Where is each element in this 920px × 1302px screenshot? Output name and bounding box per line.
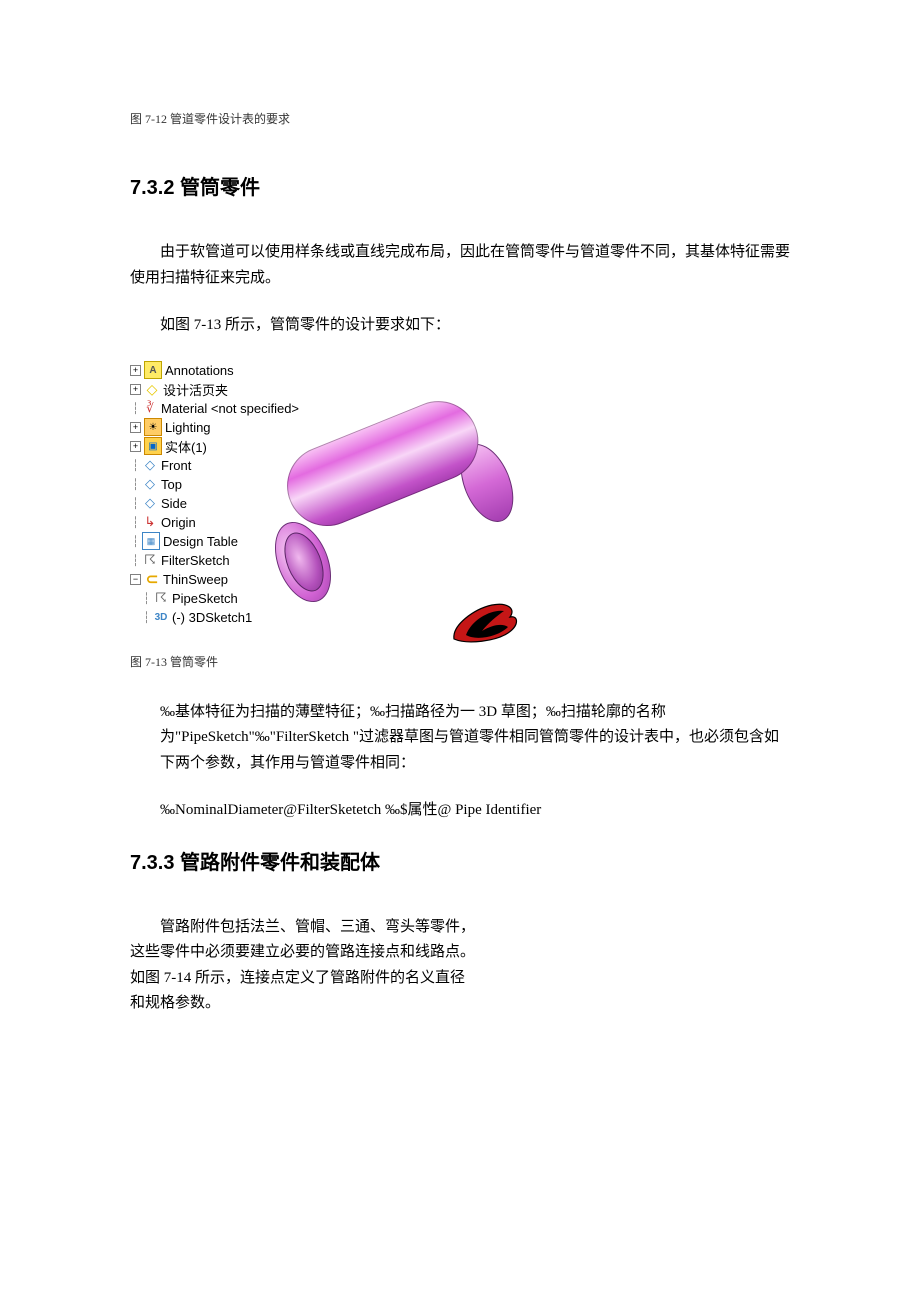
plane-icon: ◇ (142, 476, 158, 492)
paragraph-requirements: ‰基体特征为扫描的薄壁特征；‰扫描路径为一 3D 草图；‰扫描轮廓的名称为"Pi… (130, 700, 790, 777)
annotations-icon: A (144, 361, 162, 379)
paragraph-fittings: 管路附件包括法兰、管帽、三通、弯头等零件， 这些零件中必须要建立必要的管路连接点… (130, 915, 500, 1017)
tree-connector: ┆ (130, 402, 141, 415)
tree-label: FilterSketch (161, 553, 230, 568)
figure-7-13: + A Annotations + ◇ 设计活页夹 ┆ ∛ Material <… (130, 361, 480, 641)
watermark-logo (448, 595, 520, 645)
tree-label: Origin (161, 515, 196, 530)
expand-icon[interactable]: + (130, 422, 141, 433)
tree-connector (130, 592, 141, 604)
pipe-cylinder-body (275, 388, 490, 537)
paragraph-intro-1: 由于软管道可以使用样条线或直线完成布局，因此在管筒零件与管道零件不同，其基体特征… (130, 240, 790, 291)
expand-icon[interactable]: + (130, 365, 141, 376)
expand-icon[interactable]: + (130, 384, 141, 395)
tree-label: 设计活页夹 (163, 380, 228, 399)
tree-label: Side (161, 496, 187, 511)
collapse-icon[interactable]: − (130, 574, 141, 585)
material-icon: ∛ (142, 400, 158, 416)
figure-7-13-caption: 图 7-13 管筒零件 (130, 653, 790, 670)
tree-connector: ┆ (130, 478, 141, 491)
tree-label: PipeSketch (172, 591, 238, 606)
tree-label: Lighting (165, 420, 211, 435)
tree-connector (130, 611, 141, 623)
tree-row-annotations[interactable]: + A Annotations (130, 361, 330, 380)
tree-label: (-) 3DSketch1 (172, 610, 252, 625)
narrow-line: 这些零件中必须要建立必要的管路连接点和线路点。 (130, 940, 500, 966)
solid-body-icon: ▣ (144, 437, 162, 455)
paragraph-intro-2: 如图 7-13 所示，管筒零件的设计要求如下： (130, 313, 790, 339)
tree-connector: ┆ (130, 554, 141, 567)
paragraph-parameters: ‰NominalDiameter@FilterSketetch ‰$属性@ Pi… (130, 798, 790, 824)
tree-label: Design Table (163, 534, 238, 549)
tree-label: Annotations (165, 363, 234, 378)
tree-label: Top (161, 477, 182, 492)
sweep-feature-icon: ⊂ (144, 571, 160, 587)
plane-icon: ◇ (142, 495, 158, 511)
plane-icon: ◇ (142, 457, 158, 473)
origin-icon: ↳ (142, 514, 158, 530)
tree-label: Front (161, 458, 191, 473)
tree-connector: ┆ (141, 592, 152, 605)
narrow-line: 管路附件包括法兰、管帽、三通、弯头等零件， (130, 915, 500, 941)
tree-connector: ┆ (130, 535, 141, 548)
tree-connector: ┆ (130, 459, 141, 472)
figure-7-12-caption: 图 7-12 管道零件设计表的要求 (130, 110, 790, 127)
heading-7-3-3: 7.3.3 管路附件零件和装配体 (130, 846, 790, 875)
tree-label: 实体(1) (165, 437, 207, 456)
design-table-icon: ▦ (142, 532, 160, 550)
document-page: 图 7-12 管道零件设计表的要求 7.3.2 管筒零件 由于软管道可以使用样条… (0, 0, 920, 1117)
narrow-line: 和规格参数。 (130, 991, 500, 1017)
tree-connector: ┆ (141, 611, 152, 624)
expand-icon[interactable]: + (130, 441, 141, 452)
pipe-3d-render (260, 391, 500, 611)
tree-connector: ┆ (130, 497, 141, 510)
narrow-line: 如图 7-14 所示，连接点定义了管路附件的名义直径 (130, 966, 500, 992)
sketch-icon: ☈ (153, 590, 169, 606)
3d-sketch-icon: 3D (153, 609, 169, 625)
heading-7-3-2: 7.3.2 管筒零件 (130, 171, 790, 200)
lighting-icon: ☀ (144, 418, 162, 436)
tree-label: ThinSweep (163, 572, 228, 587)
folder-icon: ◇ (144, 381, 160, 397)
tree-connector: ┆ (130, 516, 141, 529)
sketch-icon: ☈ (142, 552, 158, 568)
